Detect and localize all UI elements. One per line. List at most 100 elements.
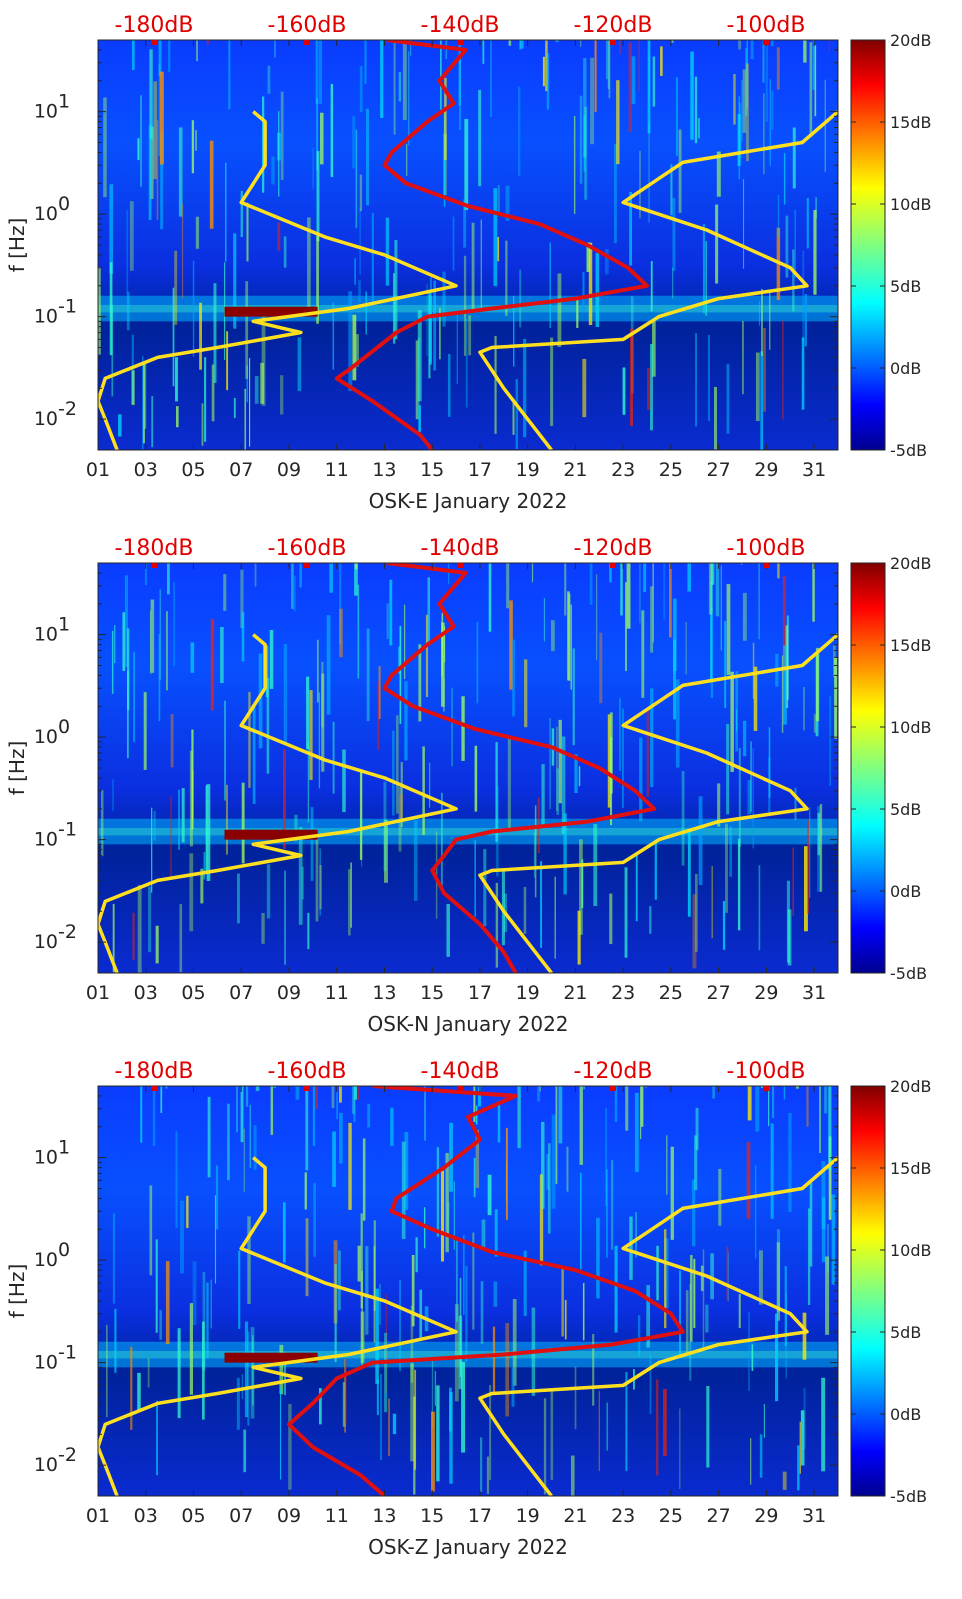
spectrogram-streak xyxy=(258,653,263,749)
spectrogram-background xyxy=(98,40,838,450)
spectrogram-streak xyxy=(726,723,730,815)
spectrogram-streak xyxy=(483,849,487,927)
spectrogram-streak xyxy=(304,1172,307,1210)
spectrogram-streak xyxy=(211,364,215,422)
spectrogram-streak xyxy=(247,1216,251,1305)
spectrogram-streak xyxy=(112,779,114,811)
colorbar-tick-label: 0dB xyxy=(890,359,921,378)
x-tick-label: 17 xyxy=(468,459,492,481)
spectrogram-streak xyxy=(520,40,524,49)
spectrogram-streak xyxy=(675,679,680,768)
top-db-marker xyxy=(151,40,157,45)
y-axis-label: f [Hz] xyxy=(5,1264,29,1319)
spectrogram-streak xyxy=(262,96,265,193)
spectrogram-streak xyxy=(331,1086,335,1108)
spectrogram-streak xyxy=(725,823,728,913)
spectrogram-streak xyxy=(332,1131,336,1187)
spectrogram-streak xyxy=(227,1103,230,1181)
colorbar-tick-label: -5dB xyxy=(890,1487,927,1506)
colorbar-tick-label: 15dB xyxy=(890,636,932,655)
spectrogram-streak xyxy=(440,40,442,110)
x-tick-label: 11 xyxy=(325,1505,349,1527)
spectrogram-streak xyxy=(394,239,398,340)
spectrogram-streak xyxy=(702,224,706,314)
spectrogram-streak xyxy=(210,1279,213,1329)
spectrogram-streak xyxy=(650,343,653,431)
spectrogram-streak xyxy=(705,241,708,316)
spectrogram-streak xyxy=(366,108,369,206)
spectrogram-streak xyxy=(149,1185,153,1276)
spectrogram-streak xyxy=(493,1281,498,1307)
spectrogram-streak xyxy=(546,53,550,110)
spectrogram-streak xyxy=(690,51,694,140)
spectrogram-streak xyxy=(650,261,653,312)
y-tick-label: 10 xyxy=(34,624,58,646)
spectrogram-streak xyxy=(523,1250,527,1317)
spectrogram-streak xyxy=(643,563,647,593)
spectrogram-streak xyxy=(685,1290,689,1353)
spectrogram-streak xyxy=(260,362,265,404)
spectrogram-streak xyxy=(799,1421,801,1474)
spectrogram-streak xyxy=(785,215,789,278)
spectrogram-streak xyxy=(715,563,720,617)
spectrogram-streak xyxy=(720,565,722,651)
spectrogram-streak xyxy=(410,1305,414,1383)
top-db-marker xyxy=(457,40,463,45)
spectrogram-streak xyxy=(542,56,545,87)
spectrogram-streak xyxy=(151,396,154,448)
top-db-marker xyxy=(763,40,769,45)
spectrogram-streak xyxy=(629,191,633,266)
spectrogram-streak xyxy=(137,1372,141,1411)
spectrogram-streak xyxy=(148,886,152,953)
x-tick-label: 15 xyxy=(420,982,444,1004)
spectrogram-streak xyxy=(151,807,153,893)
colorbar-tick-label: 5dB xyxy=(890,800,921,819)
spectrogram-streak xyxy=(495,882,499,968)
spectrogram-streak xyxy=(580,1172,582,1270)
spectrogram-streak xyxy=(702,1249,705,1350)
spectrogram-streak xyxy=(246,202,249,262)
spectrogram-streak xyxy=(546,1153,550,1190)
spectrogram-streak xyxy=(717,783,721,827)
y-tick-exponent: -1 xyxy=(58,296,77,318)
spectrogram-streak xyxy=(518,1086,521,1149)
spectrogram-streak xyxy=(495,742,498,842)
spectrogram-streak xyxy=(112,903,115,973)
spectrogram-streak xyxy=(313,1183,316,1257)
spectrogram-streak xyxy=(453,1181,455,1250)
x-tick-label: 25 xyxy=(659,1505,683,1527)
spectrogram-streak xyxy=(126,210,129,294)
spectrogram-streak xyxy=(439,307,441,360)
x-tick-label: 03 xyxy=(134,459,158,481)
spectrogram-streak xyxy=(248,358,251,447)
spectrogram-streak xyxy=(378,666,381,720)
colorbar-tick-label: 5dB xyxy=(890,1323,921,1342)
spectrogram-streak xyxy=(631,56,636,105)
x-tick-label: 27 xyxy=(707,459,731,481)
high-energy-patch xyxy=(224,306,318,317)
y-tick-exponent: -2 xyxy=(58,921,77,943)
spectrogram-streak xyxy=(278,111,280,197)
x-tick-label: 17 xyxy=(468,1505,492,1527)
spectrogram-streak xyxy=(558,1086,563,1144)
spectrogram-streak xyxy=(610,712,613,794)
spectrogram-streak xyxy=(255,1086,260,1091)
spectrogram-streak xyxy=(143,692,147,770)
spectrogram-streak xyxy=(736,709,738,732)
spectrogram-streak xyxy=(582,271,585,312)
spectrogram-streak xyxy=(472,1232,475,1330)
spectrogram-streak xyxy=(261,309,266,406)
spectrogram-streak xyxy=(628,42,632,132)
top-db-marker xyxy=(304,1086,310,1091)
spectrogram-streak xyxy=(354,258,356,285)
spectrogram-streak xyxy=(588,242,593,326)
microseism-band-core xyxy=(98,304,838,313)
spectrogram-streak xyxy=(201,403,204,446)
spectrogram-streak xyxy=(622,367,626,415)
spectrogram-streak xyxy=(715,204,719,284)
spectrogram-streak xyxy=(583,1086,585,1090)
spectrogram-streak xyxy=(380,1374,382,1460)
spectrogram-streak xyxy=(174,250,178,325)
spectrogram-streak xyxy=(497,185,500,213)
spectrogram-streak xyxy=(570,604,572,690)
